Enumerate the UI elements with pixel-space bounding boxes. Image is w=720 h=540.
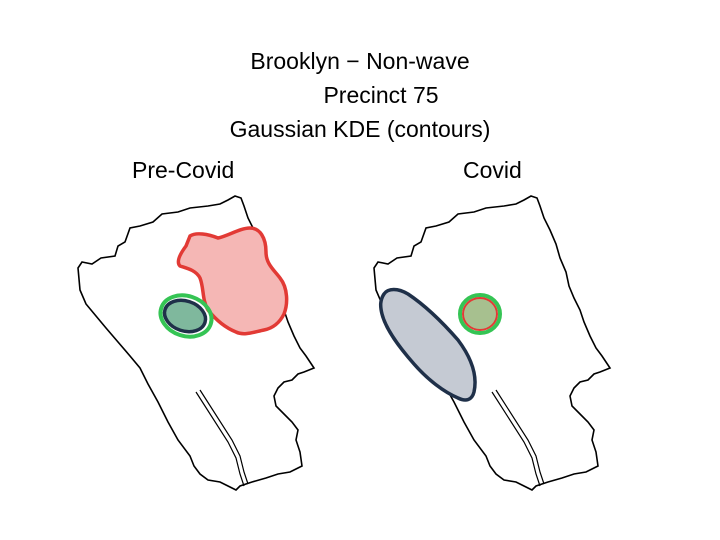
title-line-3: Gaussian KDE (contours) xyxy=(229,116,491,142)
panel-label-pre-covid: Pre-Covid xyxy=(132,157,235,183)
title-line-2: Precinct 75 xyxy=(323,82,439,108)
panel-label-covid: Covid xyxy=(463,157,522,183)
navy-contour xyxy=(162,298,208,334)
green-contour xyxy=(458,293,502,335)
red-contour xyxy=(462,297,498,331)
red-contour xyxy=(176,226,289,336)
title-line-1: Brooklyn − Non-wave xyxy=(250,48,470,74)
map-panel-pre-covid xyxy=(77,195,315,491)
navy-contour xyxy=(378,287,477,402)
green-contour xyxy=(158,293,214,339)
map-panel-covid xyxy=(373,195,611,491)
